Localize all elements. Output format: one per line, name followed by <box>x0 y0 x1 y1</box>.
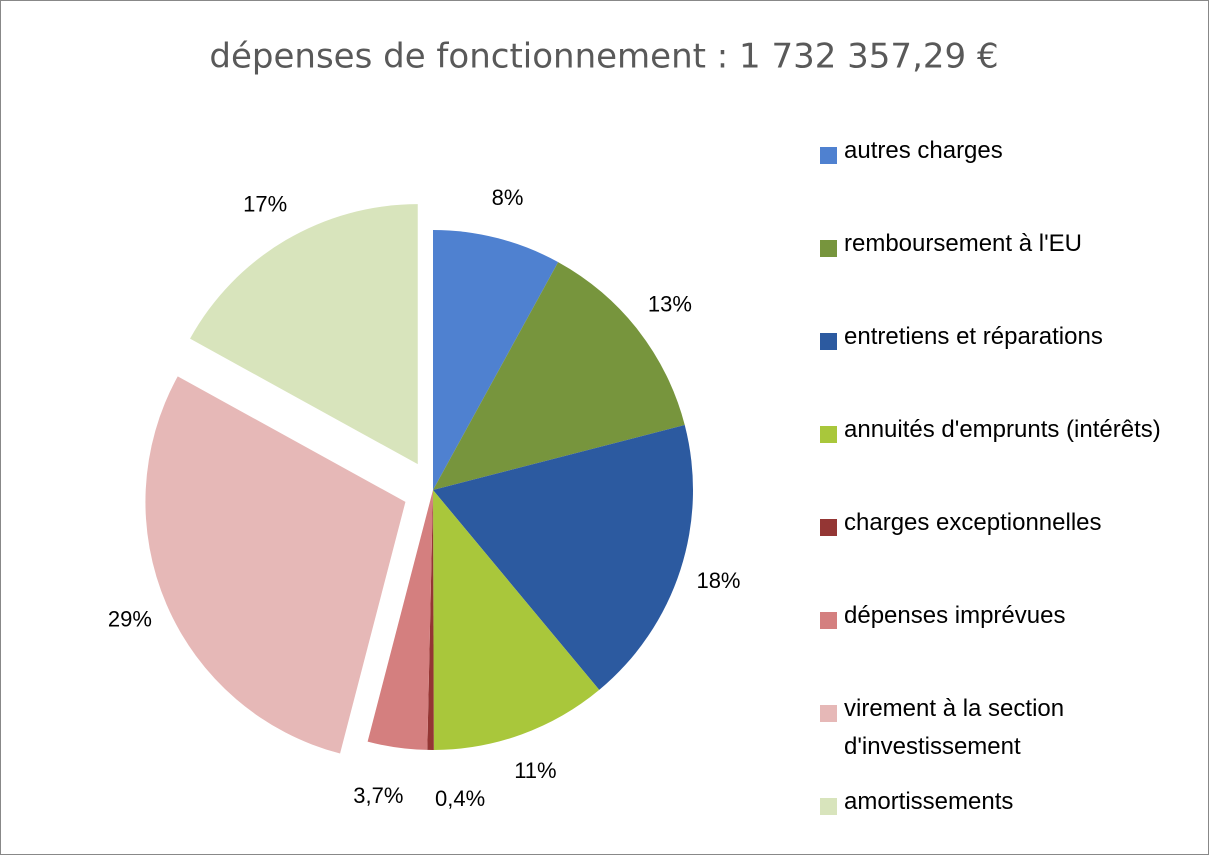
legend-swatch <box>820 519 837 536</box>
legend-item: dépenses imprévues <box>820 602 1169 635</box>
slice <box>433 425 693 690</box>
data-label: 18% <box>696 568 740 593</box>
legend-swatch <box>820 147 837 164</box>
legend-swatch <box>820 426 837 443</box>
legend-label: annuités d'emprunts (intérêts) <box>844 416 1161 443</box>
data-label: 0,4% <box>435 786 485 811</box>
slice <box>190 204 418 465</box>
legend-swatch <box>820 333 837 350</box>
legend-item: autres charges <box>820 137 1169 170</box>
legend-label: virement à la section d'investissement <box>844 695 1065 760</box>
legend-label: amortissements <box>844 788 1014 815</box>
legend-label: charges exceptionnelles <box>844 509 1102 536</box>
legend-item: charges exceptionnelles <box>820 509 1169 542</box>
legend: autres charges remboursement à l'EU entret… <box>820 0 1190 855</box>
data-label: 8% <box>492 185 524 210</box>
legend-swatch <box>820 240 837 257</box>
legend-label: remboursement à l'EU <box>844 230 1083 257</box>
legend-swatch <box>820 798 837 815</box>
chart-title: dépenses de fonctionnement : 1 732 357,2… <box>209 37 998 77</box>
legend-item: virement à la section d'investissement <box>820 695 1169 766</box>
slice <box>433 490 600 750</box>
legend-label: autres charges <box>844 137 1003 164</box>
legend-item: entretiens et réparations <box>820 323 1169 356</box>
data-label: 3,7% <box>353 783 403 808</box>
legend-label: entretiens et réparations <box>844 323 1103 350</box>
legend-item: annuités d'emprunts (intérêts) <box>820 416 1169 449</box>
data-label: 11% <box>514 758 556 783</box>
slice <box>433 262 685 490</box>
slice <box>145 376 406 754</box>
data-label: 17% <box>243 192 287 217</box>
legend-item: remboursement à l'EU <box>820 230 1169 263</box>
data-label: 29% <box>108 606 152 631</box>
slice <box>433 230 559 490</box>
legend-swatch <box>820 612 837 629</box>
legend-swatch <box>820 705 837 722</box>
data-label: 13% <box>648 292 692 317</box>
legend-item: amortissements <box>820 788 1169 821</box>
slice <box>427 490 434 750</box>
legend-label: dépenses imprévues <box>844 602 1066 629</box>
slice <box>367 490 433 750</box>
